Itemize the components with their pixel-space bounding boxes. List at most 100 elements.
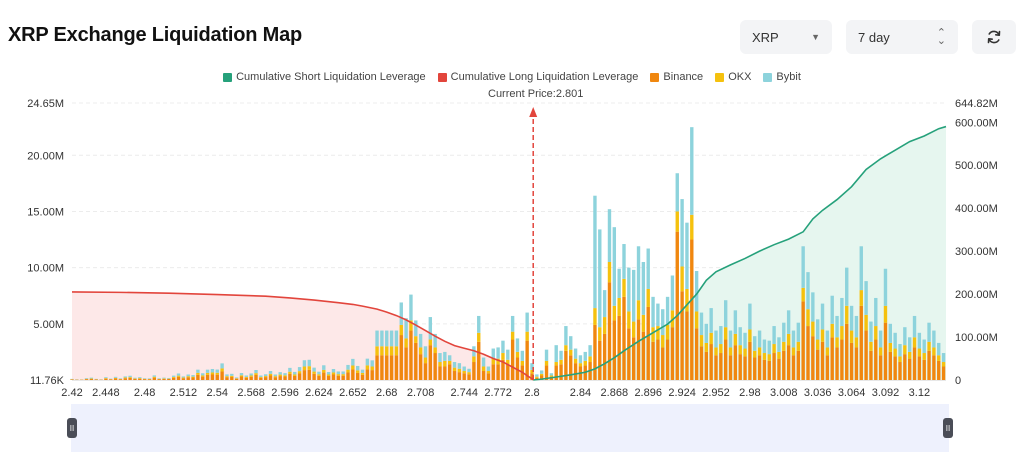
- bar-okx: [631, 321, 636, 338]
- bar-okx: [830, 323, 834, 338]
- bar-binance: [326, 375, 331, 380]
- bar-binance: [627, 328, 631, 380]
- bar-bybit: [941, 353, 946, 363]
- bar-okx: [186, 376, 190, 378]
- bar-binance: [927, 350, 931, 380]
- bar-binance: [404, 347, 408, 380]
- bar-okx: [782, 341, 786, 351]
- zoom-handle-left[interactable]: II: [67, 418, 77, 438]
- bar-binance: [477, 341, 481, 380]
- x-tick-label: 2.772: [484, 387, 512, 399]
- bar-okx: [772, 344, 776, 354]
- bar-binance: [254, 374, 258, 380]
- bar-binance: [394, 355, 399, 380]
- bar-bybit: [883, 268, 888, 306]
- legend-item-long[interactable]: Cumulative Long Liquidation Leverage: [437, 71, 638, 83]
- bar-okx: [859, 290, 863, 306]
- bar-bybit: [723, 300, 728, 328]
- bar-binance: [593, 324, 597, 380]
- bar-binance: [113, 378, 118, 380]
- bar-binance: [617, 315, 621, 380]
- bar-okx: [898, 356, 902, 363]
- bar-bybit: [530, 363, 534, 370]
- bar-bybit: [801, 246, 805, 288]
- refresh-button[interactable]: [972, 20, 1016, 54]
- bar-okx: [675, 211, 679, 232]
- up-down-chevron-icon: ⌃ ⌄: [936, 27, 946, 47]
- bar-bybit: [336, 371, 341, 375]
- bar-binance: [181, 378, 186, 380]
- legend-item-binance[interactable]: Binance: [650, 71, 703, 83]
- coin-select[interactable]: XRP ▼: [740, 20, 832, 54]
- bar-binance: [753, 357, 757, 380]
- bar-okx: [694, 311, 699, 329]
- legend-item-bybit[interactable]: Bybit: [763, 71, 801, 83]
- bar-okx: [903, 345, 907, 355]
- legend-swatch-bybit: [763, 72, 773, 82]
- bar-binance: [612, 320, 617, 380]
- bar-binance: [147, 379, 152, 380]
- bar-okx: [690, 214, 694, 240]
- bar-binance: [845, 323, 849, 380]
- bar-okx: [530, 369, 534, 374]
- bar-okx: [811, 321, 815, 337]
- bar-binance: [743, 356, 747, 380]
- x-tick-label: 2.54: [207, 387, 228, 399]
- bar-binance: [423, 363, 428, 380]
- bar-okx: [389, 346, 394, 356]
- bar-okx: [893, 348, 897, 357]
- bar-binance: [883, 322, 888, 380]
- legend-item-short[interactable]: Cumulative Short Liquidation Leverage: [223, 71, 426, 83]
- bar-okx: [467, 372, 471, 375]
- bar-okx: [786, 333, 791, 346]
- x-tick-label: 2.68: [376, 387, 397, 399]
- bar-binance: [341, 375, 345, 380]
- bar-bybit: [201, 373, 205, 376]
- bar-okx: [864, 314, 868, 331]
- bar-okx: [297, 371, 302, 374]
- bar-okx: [230, 375, 234, 377]
- time-range-select[interactable]: 7 day ⌃ ⌄: [846, 20, 958, 54]
- x-tick-label: 2.98: [739, 387, 760, 399]
- bar-bybit: [767, 340, 771, 355]
- bar-okx: [447, 360, 452, 365]
- bar-okx: [854, 337, 859, 348]
- bar-binance: [791, 355, 796, 380]
- bar-binance: [385, 355, 389, 380]
- bar-okx: [665, 324, 670, 340]
- bar-binance: [859, 305, 863, 380]
- zoom-range-bar[interactable]: [71, 404, 949, 452]
- x-tick-label: 3.036: [804, 387, 832, 399]
- bar-bybit: [845, 267, 849, 306]
- bar-bybit: [830, 295, 834, 324]
- bar-binance: [607, 282, 612, 380]
- bar-binance: [273, 377, 278, 380]
- bar-binance: [723, 339, 728, 380]
- bar-okx: [317, 374, 321, 376]
- bar-bybit: [113, 376, 118, 378]
- legend-label-bybit: Bybit: [776, 71, 801, 83]
- bar-okx: [196, 372, 200, 375]
- coin-select-value: XRP: [752, 29, 779, 45]
- bar-binance: [312, 373, 316, 380]
- bar-bybit: [428, 317, 433, 340]
- bar-bybit: [631, 269, 636, 322]
- bar-binance: [297, 373, 302, 380]
- bar-binance: [438, 366, 442, 380]
- bar-bybit: [210, 368, 215, 373]
- x-tick-label: 2.924: [668, 387, 696, 399]
- bar-bybit: [583, 351, 587, 361]
- x-tick-label: 3.12: [909, 387, 930, 399]
- bar-bybit: [641, 262, 646, 315]
- bar-bybit: [380, 330, 384, 347]
- bar-bybit: [283, 373, 287, 376]
- bar-okx: [796, 341, 801, 351]
- zoom-handle-right[interactable]: II: [943, 418, 953, 438]
- legend-swatch-short: [223, 72, 233, 82]
- bar-binance: [433, 353, 437, 380]
- bar-bybit: [326, 372, 331, 375]
- bar-bybit: [636, 246, 641, 301]
- bar-okx: [191, 376, 195, 378]
- y-left-tick-label: 10.00M: [27, 263, 64, 275]
- legend-item-okx[interactable]: OKX: [715, 71, 751, 83]
